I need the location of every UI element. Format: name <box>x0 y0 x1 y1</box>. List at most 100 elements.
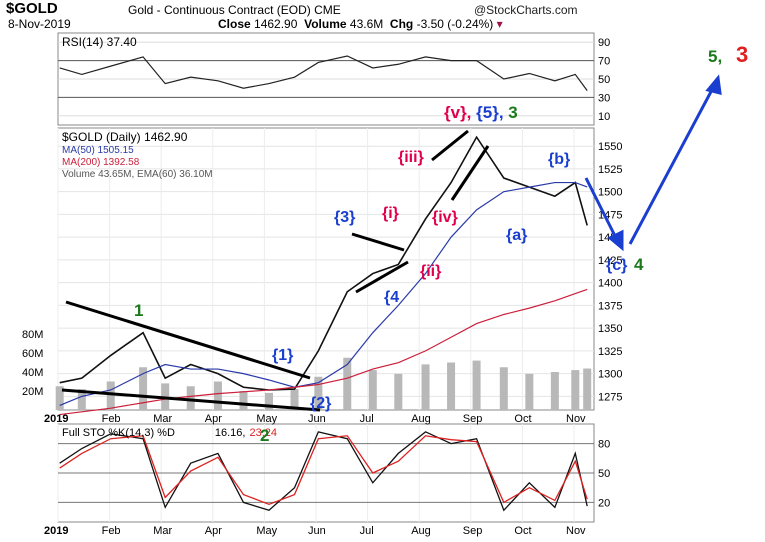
price-tick-label: 1275 <box>598 391 622 403</box>
month-tick-label: Apr <box>205 413 222 425</box>
volume-bar <box>394 373 403 410</box>
ma200-line <box>59 288 588 416</box>
ma200-legend: MA(200) 1392.58 <box>62 157 140 168</box>
rsi-tick-label: 10 <box>598 111 610 123</box>
rsi-tick-label: 70 <box>598 56 610 68</box>
price-tick-label: 1325 <box>598 346 622 358</box>
upper-wedge-line <box>65 300 311 380</box>
sto-month-tick-label: Feb <box>102 525 121 537</box>
volume-bar <box>421 364 430 410</box>
target-label-5: 5, <box>708 47 722 66</box>
month-tick-label: Mar <box>153 413 172 425</box>
projection-arrows <box>584 74 722 252</box>
month-tick-label: Jul <box>360 413 374 425</box>
ma50-legend: MA(50) 1505.15 <box>62 145 134 156</box>
rsi-legend: RSI(14) 37.40 <box>62 35 137 49</box>
target-label-3: 3 <box>736 42 748 67</box>
lower-wedge-line <box>61 388 321 412</box>
price-panel <box>57 127 595 411</box>
volume-tick-label: 60M <box>22 348 43 360</box>
volume-bar <box>368 370 377 410</box>
sto-legend-k: 16.16, <box>215 427 246 439</box>
volume-bar <box>583 368 592 410</box>
symbol-title: $GOLD <box>6 0 58 17</box>
volume-tick-label: 40M <box>22 367 43 379</box>
chg-value: -3.50 (-0.24%) <box>416 17 494 31</box>
volume-bar <box>213 381 222 410</box>
volume-bar <box>550 372 559 410</box>
price-tick-label: 1550 <box>598 141 622 153</box>
quote-date: 8-Nov-2019 <box>8 17 71 31</box>
volume-bar <box>314 376 323 410</box>
sto-month-tick-label: Oct <box>514 525 531 537</box>
series-lines <box>59 55 588 512</box>
rsi-tick-label: 30 <box>598 92 610 104</box>
price-tick-label: 1350 <box>598 323 622 335</box>
sto-d-line <box>59 435 588 506</box>
volume-bar <box>139 367 148 410</box>
sto-k-line <box>59 431 588 512</box>
triangle-bottom-line <box>355 260 409 294</box>
channel-top-line <box>431 129 469 162</box>
month-tick-label: May <box>256 413 277 425</box>
tick-labels: 9070503010155015251500147514501425140013… <box>22 37 622 537</box>
wave-label-sub-iii: {iii} <box>398 149 424 166</box>
volume-bar <box>499 367 508 410</box>
volume-bar <box>186 386 195 410</box>
volume-bar <box>571 370 580 410</box>
volume-tick-label: 20M <box>22 386 43 398</box>
arrow-down-line <box>584 177 620 243</box>
wave-label-sub-4: {4 <box>384 289 399 306</box>
month-tick-label: Jun <box>308 413 326 425</box>
close-value: 1462.90 <box>254 17 298 31</box>
sto-month-tick-label: Nov <box>566 525 586 537</box>
rsi-tick-label: 50 <box>598 74 610 86</box>
month-tick-label: Aug <box>411 413 431 425</box>
volume-bars <box>55 357 592 410</box>
price-tick-label: 1425 <box>598 255 622 267</box>
wave-label-sub-iv: {iv} <box>432 209 458 226</box>
sto-tick-label: 80 <box>598 439 610 451</box>
contract-subtitle: Gold - Continuous Contract (EOD) CME <box>128 3 341 17</box>
sto-tick-label: 50 <box>598 468 610 480</box>
month-tick-label: 2019 <box>44 413 68 425</box>
volume-bar <box>239 391 248 410</box>
price-line <box>59 135 588 391</box>
volume-bar <box>472 360 481 410</box>
price-tick-label: 1500 <box>598 187 622 199</box>
sto-month-tick-label: Jul <box>360 525 374 537</box>
ma50-line <box>59 181 588 407</box>
wave-label-sub-a: {a} <box>506 227 527 244</box>
sto-month-tick-label: May <box>256 525 277 537</box>
volume-bar <box>55 386 64 410</box>
month-tick-label: Nov <box>566 413 586 425</box>
price-tick-label: 1525 <box>598 164 622 176</box>
chg-label: Chg <box>389 17 414 31</box>
sto-month-tick-label: Jun <box>308 525 326 537</box>
wave-label-1: 1 <box>134 301 143 320</box>
month-tick-label: Oct <box>514 413 531 425</box>
wave-label-3: {v}, {5}, 3 <box>444 103 518 122</box>
wave-label-2: 2 <box>260 426 269 445</box>
quote-summary: Close 1462.90 Volume 43.6M Chg -3.50 (-0… <box>218 17 503 31</box>
wave-label-sub-1: {1} <box>272 347 293 364</box>
down-arrow-icon: ▾ <box>496 17 503 31</box>
month-tick-label: Feb <box>102 413 121 425</box>
wave-label-sub-i: {i} <box>382 205 399 222</box>
wave-label-sub-b: {b} <box>548 151 570 168</box>
sto-month-tick-label: Aug <box>411 525 431 537</box>
volume-bar <box>290 389 299 410</box>
rsi-line <box>59 55 588 91</box>
close-label: Close <box>218 17 251 31</box>
sto-legend-prefix: Full STO %K(14,3) %D <box>62 427 175 439</box>
month-tick-label: Sep <box>463 413 483 425</box>
volume-bar <box>525 373 534 410</box>
sto-month-tick-label: Mar <box>153 525 172 537</box>
arrow-down-head <box>607 229 624 252</box>
volume-label: Volume <box>304 17 347 31</box>
stockcharts-logo: @StockCharts.com <box>474 3 578 17</box>
channel-bottom-line <box>450 145 490 201</box>
rsi-tick-label: 90 <box>598 37 610 49</box>
price-tick-label: 1300 <box>598 369 622 381</box>
